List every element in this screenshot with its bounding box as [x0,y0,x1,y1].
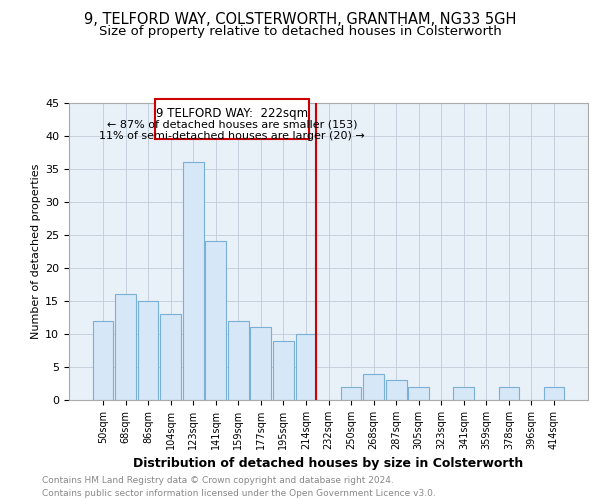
Y-axis label: Number of detached properties: Number of detached properties [31,164,41,339]
Bar [341,387,361,400]
Bar [183,162,203,400]
Bar [115,294,136,400]
Bar [363,374,384,400]
Bar [92,320,113,400]
Text: ← 87% of detached houses are smaller (153): ← 87% of detached houses are smaller (15… [107,119,358,129]
Bar [160,314,181,400]
Text: 9, TELFORD WAY, COLSTERWORTH, GRANTHAM, NG33 5GH: 9, TELFORD WAY, COLSTERWORTH, GRANTHAM, … [84,12,516,28]
Bar [296,334,316,400]
Bar [205,242,226,400]
FancyBboxPatch shape [155,99,310,139]
Bar [454,387,474,400]
Bar [409,387,429,400]
Text: Size of property relative to detached houses in Colsterworth: Size of property relative to detached ho… [98,25,502,38]
Bar [250,328,271,400]
Bar [499,387,520,400]
X-axis label: Distribution of detached houses by size in Colsterworth: Distribution of detached houses by size … [133,458,524,470]
Bar [273,340,294,400]
Bar [137,301,158,400]
Bar [386,380,407,400]
Text: Contains HM Land Registry data © Crown copyright and database right 2024.: Contains HM Land Registry data © Crown c… [42,476,394,485]
Text: 11% of semi-detached houses are larger (20) →: 11% of semi-detached houses are larger (… [99,131,365,141]
Bar [228,320,248,400]
Text: 9 TELFORD WAY:  222sqm: 9 TELFORD WAY: 222sqm [156,107,308,120]
Bar [544,387,565,400]
Text: Contains public sector information licensed under the Open Government Licence v3: Contains public sector information licen… [42,489,436,498]
